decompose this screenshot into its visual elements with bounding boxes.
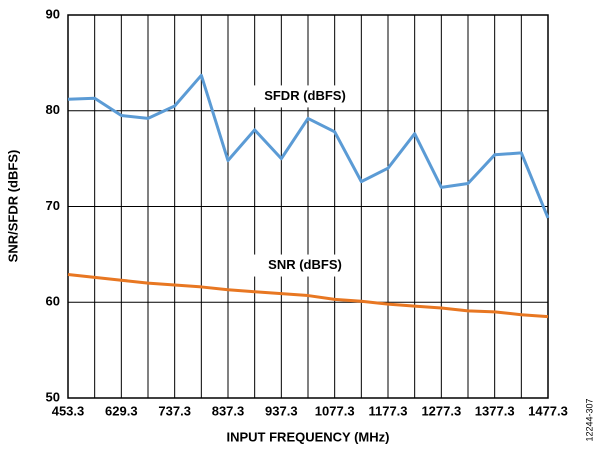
- y-tick-label: 70: [46, 198, 60, 213]
- x-tick-label: 937.3: [265, 403, 298, 418]
- series-label: SNR (dBFS): [268, 257, 342, 272]
- y-tick-label: 90: [46, 6, 60, 21]
- y-tick-label: 60: [46, 294, 60, 309]
- x-tick-label: 837.3: [212, 403, 245, 418]
- x-tick-label: 1477.3: [528, 403, 568, 418]
- x-axis-label: INPUT FREQUENCY (MHz): [227, 429, 390, 444]
- x-tick-label: 453.3: [52, 403, 85, 418]
- y-tick-label: 50: [46, 389, 60, 404]
- plot-frame: [67, 14, 549, 399]
- series-label: SFDR (dBFS): [264, 88, 346, 103]
- label-background: [250, 85, 360, 108]
- x-tick-label: 737.3: [158, 403, 191, 418]
- y-tick-label: 80: [46, 102, 60, 117]
- figure-id: 12244-307: [584, 398, 594, 441]
- x-tick-label: 1077.3: [315, 403, 355, 418]
- y-axis-label: SNR/SFDR (dBFS): [5, 150, 20, 263]
- x-tick-label: 1377.3: [475, 403, 515, 418]
- x-tick-label: 1177.3: [368, 403, 407, 418]
- series-line: [67, 73, 550, 219]
- series-line: [67, 272, 549, 319]
- x-tick-label: 629.3: [105, 403, 138, 418]
- x-tick-label: 1277.3: [421, 403, 461, 418]
- label-background: [250, 254, 360, 277]
